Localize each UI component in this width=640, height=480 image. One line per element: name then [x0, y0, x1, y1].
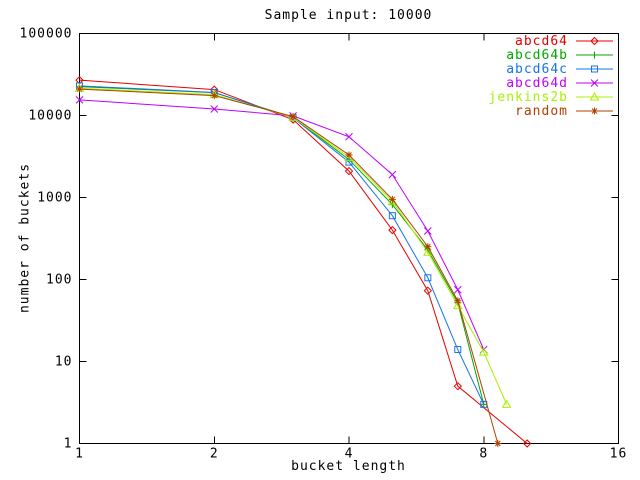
square-marker-icon	[388, 212, 396, 220]
diamond-marker-icon	[423, 286, 433, 295]
star-marker-icon	[289, 113, 297, 121]
star-marker-icon	[494, 440, 502, 447]
star-marker-icon	[388, 195, 396, 203]
y-tick-label: 100000	[20, 27, 73, 42]
series-abcd64d	[75, 96, 488, 354]
star-marker-icon	[591, 107, 598, 115]
series-line	[79, 88, 499, 444]
x-marker-icon	[388, 170, 397, 179]
legend-item-jenkins2b: jenkins2b	[489, 90, 613, 105]
chart-title: Sample input: 10000	[264, 8, 433, 23]
y-tick-label: 10	[55, 355, 73, 370]
star-marker-icon	[210, 92, 218, 100]
legend-label: jenkins2b	[489, 90, 568, 105]
x-marker-icon	[590, 79, 599, 87]
legend-label: random	[515, 104, 568, 119]
legend-label: abcd64c	[506, 62, 568, 77]
plus-marker-icon	[591, 51, 598, 59]
x-marker-icon	[75, 96, 84, 104]
x-axis-label: bucket length	[291, 459, 406, 474]
diamond-marker-icon	[522, 439, 532, 448]
triangle-marker-icon	[452, 300, 463, 310]
x-tick-label: 16	[610, 447, 628, 462]
x-tick-label: 4	[345, 447, 354, 462]
x-tick-label: 8	[479, 447, 488, 462]
series-line	[79, 79, 528, 444]
series-random	[76, 85, 502, 447]
legend: abcd64abcd64babcd64cabcd64djenkins2brand…	[489, 34, 613, 119]
y-tick-label: 1	[64, 437, 73, 452]
legend-label: abcd64d	[506, 76, 568, 91]
diamond-marker-icon	[590, 36, 599, 46]
triangle-marker-icon	[589, 91, 600, 101]
square-marker-icon	[454, 346, 462, 354]
x-marker-icon	[345, 132, 353, 141]
star-marker-icon	[424, 243, 432, 251]
legend-item-abcd64d: abcd64d	[506, 76, 613, 91]
y-axis-label: number of buckets	[17, 162, 33, 314]
x-marker-icon	[423, 227, 432, 235]
square-marker-icon	[345, 158, 353, 166]
series-abcd64b	[76, 83, 488, 408]
legend-label: abcd64	[515, 34, 568, 49]
x-tick-label: 2	[210, 447, 219, 462]
triangle-marker-icon	[422, 247, 433, 256]
legend-item-abcd64c: abcd64c	[506, 62, 613, 77]
diamond-marker-icon	[344, 166, 354, 176]
square-marker-icon	[591, 65, 598, 73]
series-line	[79, 87, 508, 405]
triangle-marker-icon	[478, 347, 489, 356]
legend-label: abcd64b	[506, 48, 568, 63]
legend-item-random: random	[515, 104, 613, 119]
y-tick-label: 10000	[28, 109, 72, 124]
series-abcd64c	[76, 82, 488, 408]
series-line	[79, 85, 485, 405]
series-jenkins2b	[74, 83, 512, 408]
diamond-marker-icon	[453, 381, 462, 391]
y-tick-label: 100	[46, 273, 72, 288]
series-abcd64	[75, 75, 532, 448]
legend-item-abcd64b: abcd64b	[506, 48, 613, 63]
series-line	[79, 99, 485, 350]
star-marker-icon	[345, 151, 353, 159]
triangle-marker-icon	[501, 399, 512, 408]
x-tick-label: 1	[75, 447, 84, 462]
x-marker-icon	[210, 105, 219, 113]
square-marker-icon	[424, 274, 432, 282]
star-marker-icon	[454, 297, 462, 305]
legend-item-abcd64: abcd64	[515, 34, 613, 49]
star-marker-icon	[76, 85, 83, 93]
x-marker-icon	[453, 285, 462, 294]
diamond-marker-icon	[388, 225, 397, 235]
y-tick-label: 1000	[37, 191, 72, 206]
